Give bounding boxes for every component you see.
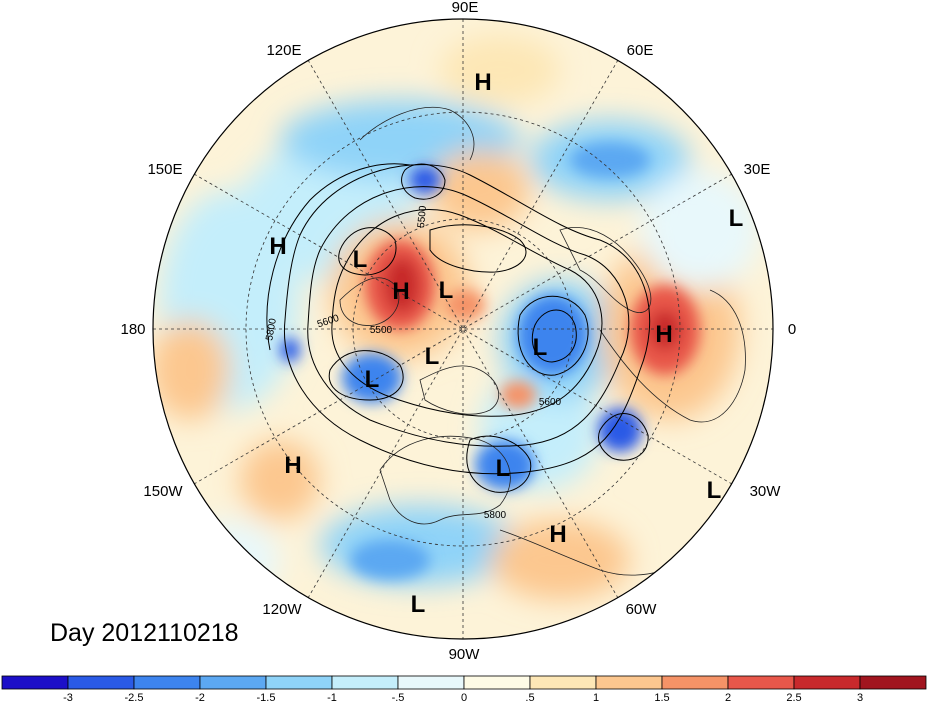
colorbar-tick-label: 2.5	[786, 692, 801, 702]
contour-label: 5800	[264, 317, 279, 341]
colorbar-bin	[859, 675, 927, 690]
high-center-marker: H	[549, 521, 566, 548]
low-center-marker: L	[707, 477, 722, 504]
colorbar-bin	[793, 675, 861, 690]
colorbar-bin	[463, 675, 531, 690]
colorbar-tick-label: -2.5	[125, 692, 144, 702]
lon-60w: 60W	[626, 601, 658, 618]
colorbar-tick-label: 1	[593, 692, 599, 702]
high-center-marker: H	[284, 452, 301, 479]
lon-120w: 120W	[262, 601, 302, 618]
longitude-labels: 90E 60E 30E 0 30W 60W 90W 120W 150W 180 …	[120, 0, 796, 663]
colorbar-ticks: -3 -2.5 -2 -1.5 -1 -.5 0 .5 1 1.5 2 2.5 3	[63, 692, 863, 702]
colorbar-bin	[265, 675, 333, 690]
colorbar-bin	[67, 675, 135, 690]
high-center-marker: H	[269, 233, 286, 260]
low-center-marker: L	[496, 455, 511, 482]
lon-60e: 60E	[627, 42, 654, 59]
low-center-marker: L	[533, 334, 548, 361]
contour-label: 5500	[370, 325, 393, 336]
low-center-marker: L	[439, 277, 454, 304]
high-center-marker: H	[655, 321, 672, 348]
lon-0: 0	[788, 321, 796, 338]
lon-90w: 90W	[449, 646, 481, 663]
low-center-marker: L	[353, 246, 368, 273]
contour-label: 5500	[416, 205, 429, 229]
colorbar-bin	[595, 675, 663, 690]
lon-150w: 150W	[143, 483, 183, 500]
low-center-marker: L	[411, 591, 426, 618]
colorbar-tick-label: -1.5	[257, 692, 276, 702]
colorbar-tick-label: .5	[525, 692, 534, 702]
colorbar-bin	[727, 675, 795, 690]
contour-labels: 5500 5600 5800 5500 5600 5800	[264, 205, 561, 521]
lon-90e: 90E	[452, 0, 479, 16]
contour-label: 5600	[539, 397, 562, 408]
low-center-marker: L	[425, 343, 440, 370]
colorbar-bin	[661, 675, 729, 690]
low-center-marker: L	[729, 205, 744, 232]
colorbar-bin	[397, 675, 465, 690]
lon-180: 180	[120, 321, 145, 338]
colorbar-tick-label: -1	[327, 692, 337, 702]
figure-title: Day 2012110218	[50, 619, 239, 647]
colorbar-bin	[199, 675, 267, 690]
lon-30w: 30W	[750, 483, 782, 500]
colorbar-tick-label: 0	[461, 692, 467, 702]
colorbar-tick-label: 2	[725, 692, 731, 702]
colorbar: -3 -2.5 -2 -1.5 -1 -.5 0 .5 1 1.5 2 2.5 3	[1, 675, 927, 702]
map-boundary	[152, 18, 774, 640]
colorbar-tick-label: 3	[857, 692, 863, 702]
low-center-marker: L	[365, 366, 380, 393]
colorbar-tick-label: 1.5	[654, 692, 669, 702]
lon-150e: 150E	[147, 161, 182, 178]
lon-120e: 120E	[266, 42, 301, 59]
colorbar-bins	[1, 675, 927, 690]
colorbar-bin	[133, 675, 201, 690]
pressure-centers: H H H H H H L L L L L L L L L	[269, 69, 743, 618]
contour-label: 5800	[484, 510, 507, 521]
colorbar-bin	[1, 675, 69, 690]
colorbar-tick-label: -2	[195, 692, 205, 702]
graticule	[153, 19, 773, 639]
anomaly-field	[153, 19, 773, 639]
high-center-marker: H	[474, 69, 491, 96]
colorbar-bin	[529, 675, 597, 690]
colorbar-tick-label: -.5	[392, 692, 405, 702]
lon-30e: 30E	[744, 161, 771, 178]
colorbar-tick-label: -3	[63, 692, 73, 702]
colorbar-bin	[331, 675, 399, 690]
high-center-marker: H	[392, 278, 409, 305]
